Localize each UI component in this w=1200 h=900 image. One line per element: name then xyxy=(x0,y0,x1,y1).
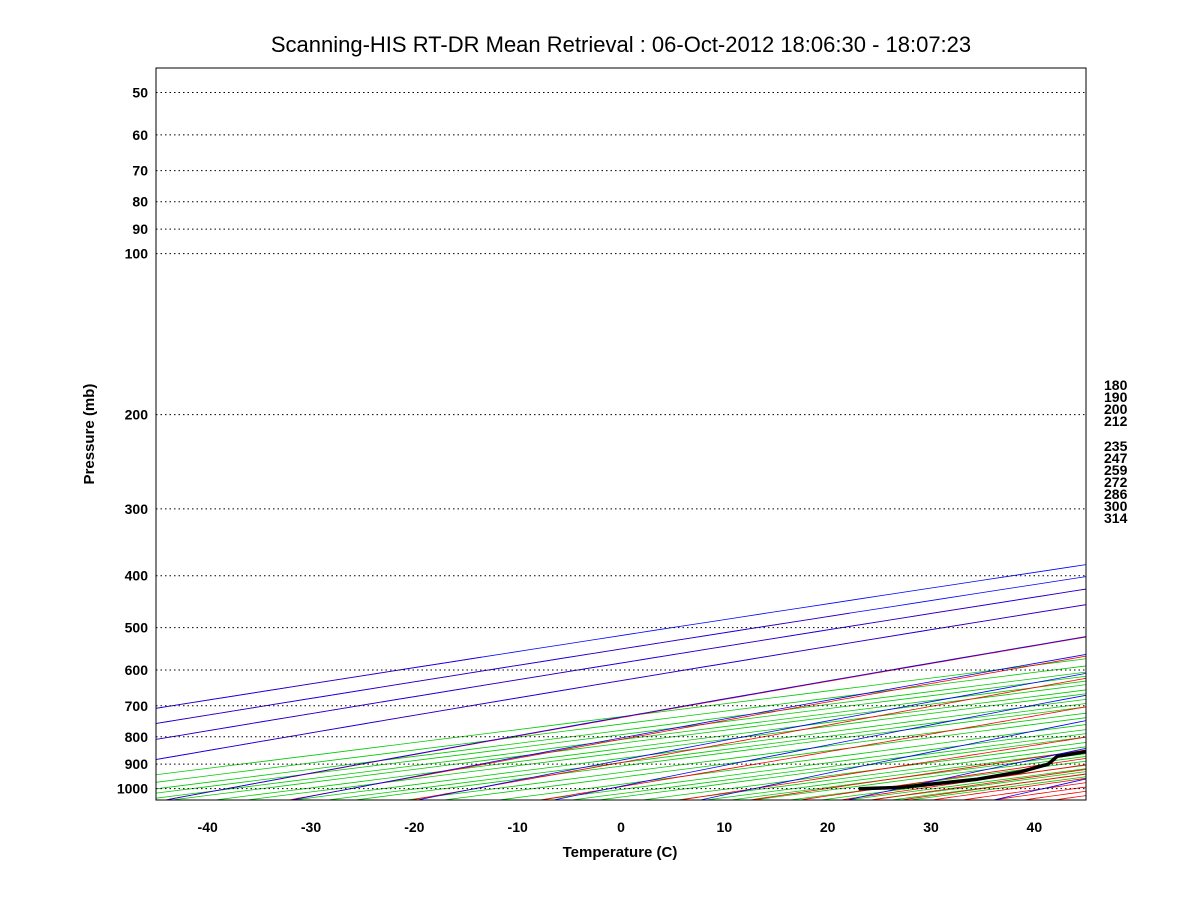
adiabat-label: 286 xyxy=(1104,486,1128,502)
adiabat-label: 259 xyxy=(1104,462,1128,478)
y-tick-label: 700 xyxy=(125,698,149,714)
moist-adiabat xyxy=(156,656,482,709)
adiabat-label: 180 xyxy=(1104,377,1128,393)
dry-adiabat xyxy=(417,672,1086,800)
mixing-ratio-line xyxy=(539,729,1086,800)
mixing-ratio-line xyxy=(598,736,1086,800)
x-tick-label: -40 xyxy=(198,819,218,835)
y-tick-label: 200 xyxy=(125,407,149,423)
dry-adiabat xyxy=(165,636,1086,800)
adiabat-label: 212 xyxy=(1104,413,1128,429)
dry-adiabat xyxy=(553,694,1086,800)
adiabat-label: 314 xyxy=(1104,510,1128,526)
x-tick-label: 30 xyxy=(923,819,939,835)
dry-adiabat xyxy=(156,564,1086,709)
y-tick-label: 300 xyxy=(125,501,149,517)
x-axis-label: Temperature (C) xyxy=(563,844,678,861)
mixing-ratio-line xyxy=(705,750,1086,800)
mixing-ratio-line xyxy=(910,776,1086,800)
chart-title: Scanning-HIS RT-DR Mean Retrieval : 06-O… xyxy=(271,32,971,57)
mixing-ratio-line xyxy=(820,764,1086,800)
moist-adiabat xyxy=(156,604,1086,760)
mixing-ratio-lines xyxy=(156,658,1086,800)
dry-adiabat xyxy=(156,576,1086,724)
mixing-ratio-line xyxy=(247,693,1086,800)
x-tick-label: 40 xyxy=(1027,819,1043,835)
dry-adiabat xyxy=(156,604,1086,760)
y-tick-label: 80 xyxy=(132,194,148,210)
mixing-ratio-line xyxy=(293,698,1086,800)
mixing-ratio-line xyxy=(443,717,1086,800)
y-tick-label: 1000 xyxy=(117,781,148,797)
y-tick-label: 400 xyxy=(125,568,149,584)
mixing-ratio-line xyxy=(156,675,1086,794)
x-tick-label: -10 xyxy=(508,819,528,835)
y-axis-ticks: 50 60 70 80 90 100 200 300 400 500 600 700 800 900 100… xyxy=(117,84,148,796)
moist-adiabat xyxy=(679,736,1086,800)
mixing-ratio-line xyxy=(327,703,1086,800)
y-tick-label: 900 xyxy=(125,756,149,772)
dry-adiabat xyxy=(847,747,1086,800)
y-axis-label: Pressure (mb) xyxy=(81,384,98,485)
moist-adiabat xyxy=(931,777,1086,800)
y-tick-label: 800 xyxy=(125,729,149,745)
mixing-ratio-line xyxy=(156,658,1086,776)
mixing-ratio-line xyxy=(870,771,1086,800)
moist-adiabat xyxy=(164,636,1086,800)
adiabat-label: 200 xyxy=(1104,401,1128,417)
moist-adiabat xyxy=(1126,63,1200,800)
background-lines xyxy=(156,63,1200,800)
mixing-ratio-line xyxy=(847,768,1086,800)
adiabat-label: 272 xyxy=(1104,474,1128,490)
moist-adiabat xyxy=(540,706,1086,800)
x-tick-label: 20 xyxy=(820,819,836,835)
y-tick-label: 90 xyxy=(132,221,148,237)
mixing-ratio-line xyxy=(156,671,1086,790)
pressure-grid xyxy=(156,91,1086,790)
mixing-ratio-line xyxy=(156,665,1086,783)
x-tick-label: -30 xyxy=(301,819,321,835)
moist-adiabat xyxy=(799,757,1086,800)
moist-adiabat xyxy=(1084,799,1086,800)
x-tick-label: 0 xyxy=(617,819,625,835)
y-tick-label: 600 xyxy=(125,662,149,678)
x-axis-ticks: -40 -30 -20 -10 0 10 20 30 40 xyxy=(198,819,1043,835)
x-tick-label: -20 xyxy=(404,819,424,835)
dry-adiabat xyxy=(1141,68,1200,800)
y-tick-label: 100 xyxy=(125,246,149,262)
dry-adiabat xyxy=(993,778,1086,800)
moist-adiabat xyxy=(749,749,1086,800)
dry-adiabat xyxy=(156,588,1086,740)
mixing-ratio-line xyxy=(891,773,1086,800)
dry-adiabats xyxy=(156,68,1200,800)
mixing-ratio-line xyxy=(642,742,1086,800)
mixing-ratio-line xyxy=(676,746,1086,800)
moist-adiabat xyxy=(1177,63,1200,800)
x-tick-label: 10 xyxy=(717,819,733,835)
y-tick-label: 70 xyxy=(132,163,148,179)
moist-adiabat xyxy=(1053,795,1086,800)
y-tick-label: 50 xyxy=(132,84,148,100)
dry-adiabat xyxy=(291,654,1086,800)
moist-adiabat xyxy=(870,768,1086,800)
mixing-ratio-line xyxy=(171,684,1086,800)
mixing-ratio-line xyxy=(498,724,1086,800)
y-tick-label: 60 xyxy=(132,127,148,143)
plot-frame xyxy=(155,67,1087,801)
adiabat-label: 300 xyxy=(1104,498,1128,514)
y-tick-label: 500 xyxy=(125,620,149,636)
adiabat-label: 235 xyxy=(1104,438,1128,454)
moist-adiabat xyxy=(288,655,1086,800)
adiabat-label: 247 xyxy=(1104,450,1128,466)
mixing-ratio-line xyxy=(730,753,1086,800)
adiabat-label: 190 xyxy=(1104,389,1128,405)
